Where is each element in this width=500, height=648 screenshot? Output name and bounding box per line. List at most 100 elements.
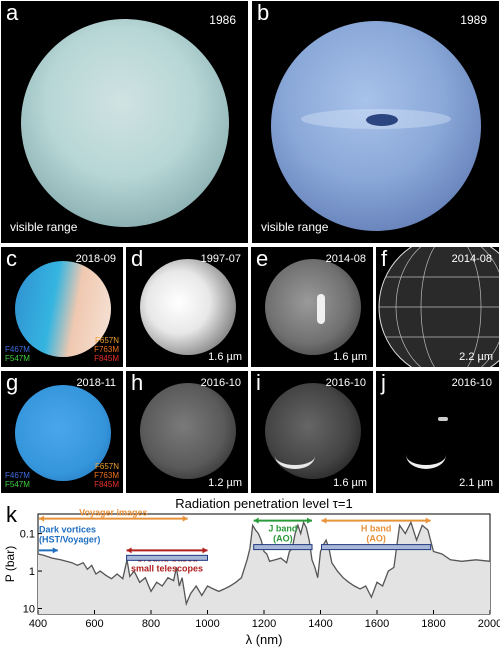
y-tick-label: 0.1 <box>20 529 35 541</box>
x-tick-label: 600 <box>85 618 103 630</box>
panel-date: 2014-08 <box>451 253 492 265</box>
panel-year: 1986 <box>209 13 236 27</box>
annotation-arrowhead <box>39 515 44 522</box>
panel-h: h 2016-10 1.2 µm <box>125 370 249 494</box>
bright-cloud-spot <box>438 417 448 421</box>
filter-f657n: F657N <box>94 462 119 471</box>
penetration-chart: Radiation penetration level τ=1 400 600 800… <box>3 496 500 647</box>
panel-letter: d <box>131 246 144 271</box>
annotation-label: Dark vortices <box>39 524 96 534</box>
panel-date: 2018-09 <box>75 253 116 265</box>
panel-date: 2018-11 <box>76 377 116 389</box>
annotation-arrowhead <box>126 547 132 554</box>
y-tick-label: 10 <box>23 604 35 616</box>
panel-b: b 1989 visible range <box>251 0 500 244</box>
panel-wavelength: 1.6 µm <box>333 351 367 363</box>
filter-list-right: F657N F763M F845M <box>94 462 119 489</box>
panel-letter: e <box>256 246 269 271</box>
filter-list-right: F657N F763M F845M <box>94 336 119 363</box>
annotation-arrowhead <box>253 517 259 524</box>
annotation-label: Voyager images <box>79 508 147 518</box>
annotation-arrowhead <box>307 517 313 524</box>
filter-list-left: F467M F547M <box>5 345 30 363</box>
annotation-label: J band <box>268 524 297 534</box>
panel-g: g 2018-11 F467M F547M F657N F763M F845M <box>0 370 124 494</box>
panel-date: 2014-08 <box>325 253 366 265</box>
panel-caption: visible range <box>261 220 329 234</box>
panel-wavelength: 2.2 µm <box>459 351 493 363</box>
x-tick-label: 1000 <box>195 618 219 630</box>
panel-a: a 1986 visible range <box>0 0 249 244</box>
filter-f763m: F763M <box>94 345 119 354</box>
panel-letter: i <box>256 370 261 395</box>
x-tick-label: 2000 <box>478 618 500 630</box>
panel-letter: b <box>257 0 270 25</box>
x-tick-label: 1200 <box>252 618 276 630</box>
x-tick-label: 1600 <box>365 618 389 630</box>
panel-letter: h <box>131 370 144 395</box>
filter-f763m: F763M <box>94 471 119 480</box>
neptune-hst-globe <box>15 261 111 357</box>
panel-i: i 2016-10 1.6 µm <box>250 370 374 494</box>
annotation-arrowhead <box>202 547 208 554</box>
filter-f845m: F845M <box>94 480 119 489</box>
panel-j: j 2016-10 2.1 µm <box>375 370 500 494</box>
panel-letter: g <box>6 370 19 395</box>
chart-title: Radiation penetration level τ=1 <box>175 496 353 511</box>
panel-wavelength: 2.1 µm <box>459 477 493 489</box>
panel-letter: c <box>6 246 17 271</box>
y-axis-label: P (bar) <box>3 546 17 582</box>
panel-date: 2016-10 <box>200 377 241 389</box>
annotation-band-bar <box>253 544 313 551</box>
filter-f467m: F467M <box>5 471 30 480</box>
filter-f547m: F547M <box>5 480 30 489</box>
annotation-label: (AO) <box>366 534 386 544</box>
bright-cloud-arc <box>406 441 446 469</box>
filter-f547m: F547M <box>5 354 30 363</box>
panel-letter: k <box>6 502 17 527</box>
panel-f: f 2014-08 2.2 µm <box>375 246 500 368</box>
neptune-ir-globe <box>140 383 236 479</box>
x-tick-label: 400 <box>29 618 47 630</box>
great-dark-spot <box>366 114 398 126</box>
filter-f845m: F845M <box>94 354 119 363</box>
annotation-arrowhead <box>52 547 58 554</box>
panel-d: d 1997-07 1.6 µm <box>125 246 249 368</box>
bright-cloud-streak <box>317 294 325 324</box>
bright-cloud-arc <box>275 443 315 469</box>
annotation-label: H band <box>361 524 392 534</box>
uranus-globe-1986 <box>21 19 229 227</box>
panel-caption: visible range <box>10 220 78 234</box>
neptune-globe-1989 <box>271 21 481 231</box>
y-tick-label: 1 <box>29 566 35 578</box>
annotation-arrowhead <box>425 517 431 524</box>
filter-f657n: F657N <box>94 336 119 345</box>
filter-f467m: F467M <box>5 345 30 354</box>
panel-date: 2016-10 <box>451 377 492 389</box>
x-tick-label: 1800 <box>421 618 445 630</box>
panel-e: e 2014-08 1.6 µm <box>250 246 374 368</box>
panel-k: k Radiation penetration level τ=1 400 600 8… <box>0 496 500 648</box>
annotation-arrowhead <box>321 517 327 524</box>
panel-date: 1997-07 <box>200 253 241 265</box>
neptune-ir-globe <box>140 259 236 355</box>
annotation-label: (HST/Voyager) <box>39 534 100 544</box>
neptune-ir-globe <box>265 383 361 479</box>
panel-date: 2016-10 <box>325 377 366 389</box>
neptune-hst-globe <box>15 385 111 481</box>
panel-letter: j <box>381 370 386 395</box>
panel-wavelength: 1.6 µm <box>333 477 367 489</box>
annotation-arrowhead <box>182 515 188 522</box>
projection-grid <box>378 247 499 367</box>
penetration-line <box>37 520 491 607</box>
annotation-label: small telescopes <box>131 563 203 573</box>
panel-letter: f <box>381 246 388 271</box>
annotation-label: (AO) <box>273 534 293 544</box>
penetration-area <box>38 522 490 614</box>
panel-wavelength: 1.6 µm <box>208 351 242 363</box>
annotation-band-bar <box>321 544 432 551</box>
x-axis-label: λ (nm) <box>246 632 283 647</box>
panel-year: 1989 <box>460 13 487 27</box>
panel-letter: a <box>6 0 19 25</box>
annotation-band-bar <box>126 554 208 561</box>
